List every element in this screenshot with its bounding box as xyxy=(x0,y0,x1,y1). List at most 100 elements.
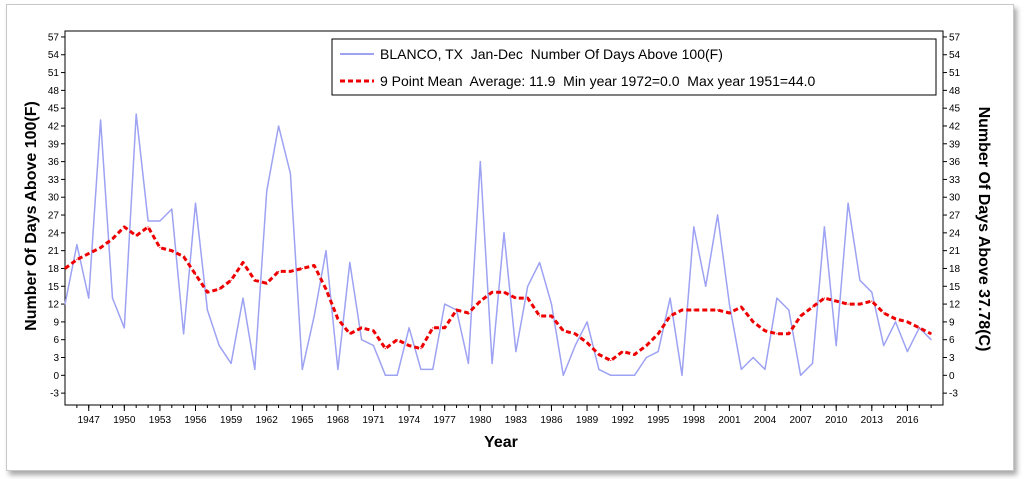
data-point-annual xyxy=(230,362,232,365)
data-point-mean xyxy=(681,309,683,311)
data-point-mean xyxy=(598,353,600,356)
data-point-annual xyxy=(64,303,66,305)
data-point-mean xyxy=(64,267,66,270)
data-point-annual xyxy=(788,309,790,311)
y-tick-label-left: 36 xyxy=(48,157,60,168)
data-point-mean xyxy=(918,327,920,329)
data-point-annual xyxy=(384,374,386,376)
data-point-annual xyxy=(254,368,256,370)
data-point-mean xyxy=(88,253,90,255)
x-axis: 1947 1950 1953 1956 1959 1962 1965 1968 1971 1974… xyxy=(76,405,932,426)
data-point-annual xyxy=(574,345,576,347)
data-point-annual xyxy=(930,339,932,341)
data-point-mean xyxy=(669,315,671,317)
y-tick-label-right: 54 xyxy=(949,50,961,61)
x-tick-label: 1986 xyxy=(540,415,563,426)
data-point-mean xyxy=(76,258,78,261)
y-tick-label-right: 3 xyxy=(949,353,955,364)
data-point-mean xyxy=(811,306,814,308)
data-point-mean xyxy=(645,345,647,347)
x-tick-label: 2016 xyxy=(896,415,919,426)
data-point-annual xyxy=(372,345,375,347)
data-point-annual xyxy=(811,362,814,365)
data-point-annual xyxy=(479,161,481,163)
data-point-annual xyxy=(313,315,315,317)
data-point-annual xyxy=(111,297,114,299)
data-point-mean xyxy=(503,291,505,293)
data-point-annual xyxy=(135,113,137,115)
x-tick-label: 1977 xyxy=(434,415,457,426)
data-point-mean xyxy=(479,300,481,302)
data-point-annual xyxy=(171,208,173,210)
data-point-annual xyxy=(622,374,624,376)
data-point-mean xyxy=(361,327,363,329)
data-point-annual xyxy=(515,350,517,353)
data-point-mean xyxy=(859,303,861,305)
y-tick-label-left: 57 xyxy=(48,32,60,43)
data-point-annual xyxy=(550,303,553,305)
data-point-mean xyxy=(159,247,161,249)
data-point-mean xyxy=(871,300,873,302)
data-point-mean xyxy=(420,348,422,350)
data-point-mean xyxy=(230,279,232,281)
data-point-mean xyxy=(206,291,208,293)
data-point-annual xyxy=(361,339,363,341)
y-tick-label-right: 45 xyxy=(949,104,961,115)
y-tick-label-left: 48 xyxy=(48,86,60,97)
data-point-annual xyxy=(194,202,197,204)
data-point-annual xyxy=(88,297,90,299)
data-point-annual xyxy=(444,303,446,305)
y-tick-label-right: 15 xyxy=(949,282,961,293)
y-tick-label-left: 54 xyxy=(48,50,60,61)
x-tick-label: 1983 xyxy=(505,415,528,426)
x-tick-label: 1959 xyxy=(220,415,243,426)
x-tick-label: 1995 xyxy=(647,415,670,426)
x-tick-label: 1968 xyxy=(327,415,350,426)
y-tick-label-left: 18 xyxy=(48,264,60,275)
y-tick-label-left: 3 xyxy=(53,353,59,364)
x-tick-label: 2007 xyxy=(789,415,812,426)
chart-panel: -3 0 3 6 9 12 15 18 21 24 27 30 33 36 39 42 45 48 51 54 57 -… xyxy=(6,4,1014,471)
legend: BLANCO, TX Jan-Dec Number Of Days Above … xyxy=(331,38,937,96)
y-tick-label-right: 18 xyxy=(949,264,961,275)
x-tick-label: 2013 xyxy=(861,415,884,426)
data-point-annual xyxy=(503,232,505,234)
x-tick-label: 1998 xyxy=(683,415,706,426)
data-point-annual xyxy=(847,202,849,204)
series-line-mean xyxy=(64,225,932,362)
data-point-mean xyxy=(396,339,398,341)
data-point-mean xyxy=(183,255,185,258)
data-point-mean xyxy=(586,342,588,344)
y-tick-label-left: 42 xyxy=(48,121,60,132)
data-point-annual xyxy=(598,368,600,370)
y-axis-left-title: Number Of Days Above 100(F) xyxy=(23,101,40,331)
data-point-mean xyxy=(657,333,659,335)
data-point-annual xyxy=(586,321,588,323)
y-tick-label-right: 36 xyxy=(949,157,961,168)
data-point-mean xyxy=(610,359,612,362)
data-point-mean xyxy=(906,321,909,323)
data-point-annual xyxy=(835,345,837,347)
data-point-mean xyxy=(574,333,576,335)
data-point-annual xyxy=(420,368,422,370)
y-tick-label-right: 0 xyxy=(949,371,955,382)
data-point-annual xyxy=(123,327,125,329)
data-point-mean xyxy=(764,330,766,332)
x-tick-label: 1989 xyxy=(576,415,599,426)
data-point-mean xyxy=(491,291,493,293)
data-point-mean xyxy=(135,235,137,237)
series-layer xyxy=(64,113,932,377)
data-point-mean xyxy=(242,261,244,264)
data-point-annual xyxy=(645,356,647,359)
data-point-mean xyxy=(313,264,315,267)
x-tick-label: 1974 xyxy=(398,415,421,426)
data-point-annual xyxy=(349,261,351,264)
x-tick-label: 1980 xyxy=(469,415,492,426)
y-tick-label-right: 9 xyxy=(949,317,955,328)
x-tick-label: 1947 xyxy=(78,415,101,426)
data-point-mean xyxy=(384,348,386,350)
data-point-mean xyxy=(622,350,624,353)
data-point-mean xyxy=(432,327,434,329)
data-point-mean xyxy=(550,315,553,317)
data-point-annual xyxy=(408,327,410,329)
